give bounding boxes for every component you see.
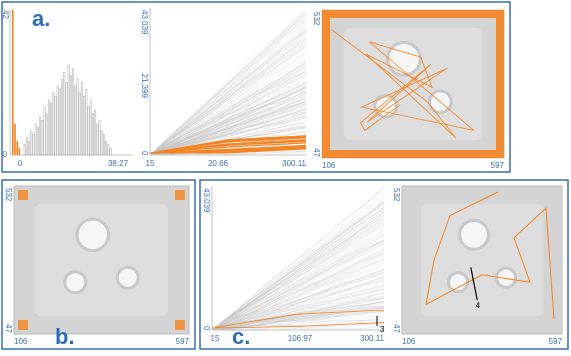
histogram-bar [88,107,89,155]
histogram-bar [28,141,29,155]
histogram-bar [99,120,100,155]
histogram-bar [59,89,60,155]
histogram-bar [46,114,47,155]
histogram-bar [105,141,106,155]
axis-label: 38.27 [108,159,129,168]
arena-spot [448,273,467,292]
histogram-bar [53,93,54,155]
histogram-bar [90,100,91,155]
arena-spot [77,219,109,251]
axis-label: 106 [322,161,336,170]
panel-label: a. [32,6,50,31]
histogram-bar [12,10,14,155]
axis-label: 532 [4,188,13,202]
histogram-bar [101,131,102,155]
histogram-bar [37,127,38,155]
axis-label: 532 [392,188,401,202]
histogram-bar [24,145,25,155]
arena-spot [65,272,86,293]
axis-label: 21.399 [140,74,149,99]
annotation: 4 [476,301,481,310]
histogram-bar [31,131,32,155]
histogram-bar [75,86,76,155]
histogram-bar [110,148,111,155]
corner-trace [18,320,28,330]
histogram-bar [108,145,109,155]
histogram-bar [103,134,104,155]
axis-label: 15 [211,334,220,343]
axis-label: 106 [402,337,416,346]
arena-spot [460,220,489,249]
histogram-bar [97,124,98,155]
histogram-bar [50,103,51,155]
axis-label: 47 [312,148,321,157]
axis-label: 0 [140,151,149,156]
histogram-bar [94,110,95,155]
histogram-bar [57,86,58,155]
corner-trace [175,320,185,330]
axis-label: 597 [176,337,190,346]
axis-label: 15 [146,159,155,168]
histogram-bar [14,124,16,155]
axis-label: 532 [312,12,321,26]
histogram-bar [92,114,93,155]
histogram-bar [33,134,34,155]
histogram-bar [44,107,45,155]
histogram-bar [19,148,21,155]
axis-label: 0 [18,159,23,168]
histogram-bar [70,76,71,155]
page: {"panels": { "a": {"label": "a.", "histo… [0,0,571,351]
arena-spot [388,42,421,75]
histogram-bar [66,83,67,156]
histogram-bar [64,72,65,155]
histogram-bar [16,141,18,155]
arena-spot [117,267,138,288]
axis-label: 42 [1,10,10,19]
histogram-bar [72,69,73,155]
histogram-bar [68,65,69,155]
histogram-bar [83,96,84,155]
histogram-bar [77,79,78,155]
annotation: 3 [380,325,385,334]
histogram-bar [26,138,27,155]
histogram-bar [61,79,62,155]
axis-label: 0 [3,150,8,159]
axis-label: 300.11 [282,159,306,168]
axis-label: 0 [202,326,211,331]
plots: 420038.2743.03921.39901520.66300.1143.03… [1,8,563,346]
axis-label: 300.11 [360,334,384,343]
axis-label: 20.66 [208,159,229,168]
axis-label: 47 [392,324,401,333]
axis-label: 106 [14,337,28,346]
axis-label: 43.039 [202,188,211,213]
histogram-bar [55,96,56,155]
panel-label: c. [232,324,250,349]
histogram-bar [79,93,80,155]
axis-label: 43.039 [140,10,149,35]
histogram-bar [42,120,43,155]
arena-inner [421,204,543,316]
histogram-bar [86,89,87,155]
histogram-bar [48,100,49,155]
histogram-bar [35,124,36,155]
panel-label: b. [55,324,75,349]
corner-trace [175,190,185,200]
axis-label: 597 [491,161,505,170]
corner-trace [18,190,28,200]
axis-label: 597 [549,337,563,346]
axis-label: 106.97 [288,334,313,343]
histogram-bar [39,117,40,155]
figure: 420038.2743.03921.39901520.66300.1143.03… [0,0,571,351]
axis-label: 47 [4,324,13,333]
histogram-bar [81,83,82,156]
